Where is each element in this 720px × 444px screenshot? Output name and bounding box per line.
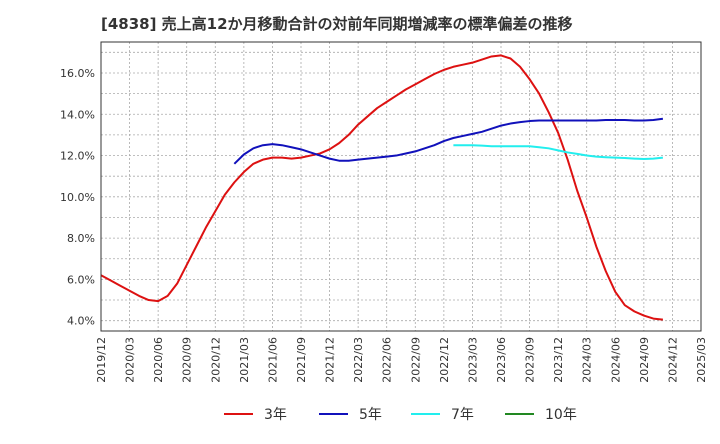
x-tick-label-6: 2021/06 — [266, 337, 279, 383]
y-tick-label-3: 10.0% — [60, 191, 95, 204]
chart-title: [4838] 売上高12か月移動合計の対前年同期増減率の標準偏差の推移 — [101, 15, 573, 33]
y-tick-label-4: 12.0% — [60, 150, 95, 163]
legend: 3年 5年 7年 10年 — [224, 407, 577, 423]
x-tick-label-3: 2020/09 — [181, 337, 194, 383]
y-tick-label-0: 4.0% — [67, 315, 95, 328]
x-tick-label-2: 2020/06 — [152, 337, 165, 383]
grid-layer — [100, 42, 702, 331]
x-tick-label-17: 2024/03 — [581, 337, 594, 383]
series-layer — [100, 54, 664, 321]
x-tick-label-15: 2023/09 — [524, 337, 537, 383]
axis-layer: 4.0% 6.0% 8.0% 10.0% 12.0% 14.0% 16.0% 2019/12 2… — [60, 41, 708, 383]
x-tick-label-21: 2025/03 — [695, 337, 708, 383]
x-tick-label-8: 2021/12 — [324, 337, 337, 383]
x-tick-label-18: 2024/06 — [609, 337, 622, 383]
x-tick-label-16: 2023/12 — [552, 337, 565, 383]
plot-area — [101, 42, 701, 331]
x-tick-label-14: 2023/06 — [495, 337, 508, 383]
y-tick-label-6: 16.0% — [60, 67, 95, 80]
x-tick-label-10: 2022/06 — [381, 337, 394, 383]
series-line-1 — [233, 117, 664, 165]
legend-label-3: 10年 — [545, 407, 577, 423]
x-tick-label-20: 2024/12 — [666, 337, 679, 383]
legend-label-1: 5年 — [359, 407, 382, 423]
y-tick-label-1: 6.0% — [67, 273, 95, 286]
x-tick-label-13: 2023/03 — [466, 337, 479, 383]
x-tick-label-12: 2022/12 — [438, 337, 451, 383]
series-line-2 — [453, 144, 664, 161]
legend-label-0: 3年 — [264, 407, 287, 423]
x-tick-label-7: 2021/09 — [295, 337, 308, 383]
x-tick-label-5: 2021/03 — [238, 337, 251, 383]
x-tick-label-19: 2024/09 — [638, 337, 651, 383]
x-tick-label-4: 2020/12 — [209, 337, 222, 383]
x-tick-label-11: 2022/09 — [409, 337, 422, 383]
x-tick-label-0: 2019/12 — [95, 337, 108, 383]
plot-border — [100, 41, 702, 332]
legend-label-2: 7年 — [451, 407, 474, 423]
series-line-0 — [100, 54, 664, 321]
x-tick-label-9: 2022/03 — [352, 337, 365, 383]
x-tick-label-1: 2020/03 — [124, 337, 137, 383]
y-tick-label-2: 8.0% — [67, 232, 95, 245]
y-tick-label-5: 14.0% — [60, 108, 95, 121]
